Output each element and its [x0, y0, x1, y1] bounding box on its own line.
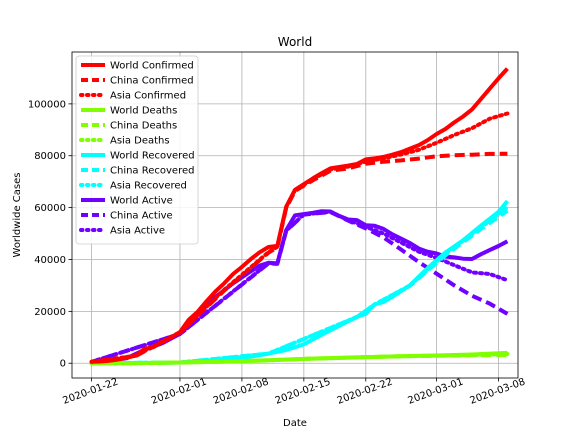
- y-tick-label: 0: [60, 359, 66, 370]
- series-line-asia-confirmed: [89, 111, 510, 364]
- y-tick-label: 40000: [34, 255, 66, 266]
- legend-box: [75, 55, 199, 245]
- legend-label: China Active: [110, 211, 173, 222]
- legend-label: Asia Active: [110, 226, 165, 237]
- legend: World Confirmed China Confirmed Asia Confi…: [75, 55, 199, 245]
- legend-label: World Confirmed: [110, 61, 194, 72]
- y-axis: 0 20000 40000 60000 80000 100000: [28, 99, 72, 370]
- y-tick-label: 20000: [34, 307, 66, 318]
- series-line-asia-deaths: [89, 352, 510, 366]
- legend-label: China Confirmed: [110, 76, 194, 87]
- y-tick-label: 60000: [34, 203, 66, 214]
- legend-label: Asia Recovered: [110, 181, 187, 192]
- legend-label: China Deaths: [110, 121, 177, 132]
- axes-frame: [71, 51, 519, 379]
- legend-label: World Recovered: [110, 151, 195, 162]
- legend-label: World Active: [110, 196, 173, 207]
- y-tick-label: 100000: [28, 99, 66, 110]
- legend-label: Asia Confirmed: [110, 91, 186, 102]
- series-line-asia-recovered: [89, 205, 510, 366]
- chart-title: World: [278, 35, 312, 49]
- legend-label: World Deaths: [110, 106, 177, 117]
- legend-label: China Recovered: [110, 166, 194, 177]
- plot-lines: [89, 67, 510, 366]
- series-line-asia-active: [89, 209, 510, 364]
- y-axis-label: Worldwide Cases: [12, 173, 23, 258]
- x-axis-label: Date: [283, 418, 307, 429]
- y-tick-label: 80000: [34, 151, 66, 162]
- legend-label: Asia Deaths: [110, 136, 170, 147]
